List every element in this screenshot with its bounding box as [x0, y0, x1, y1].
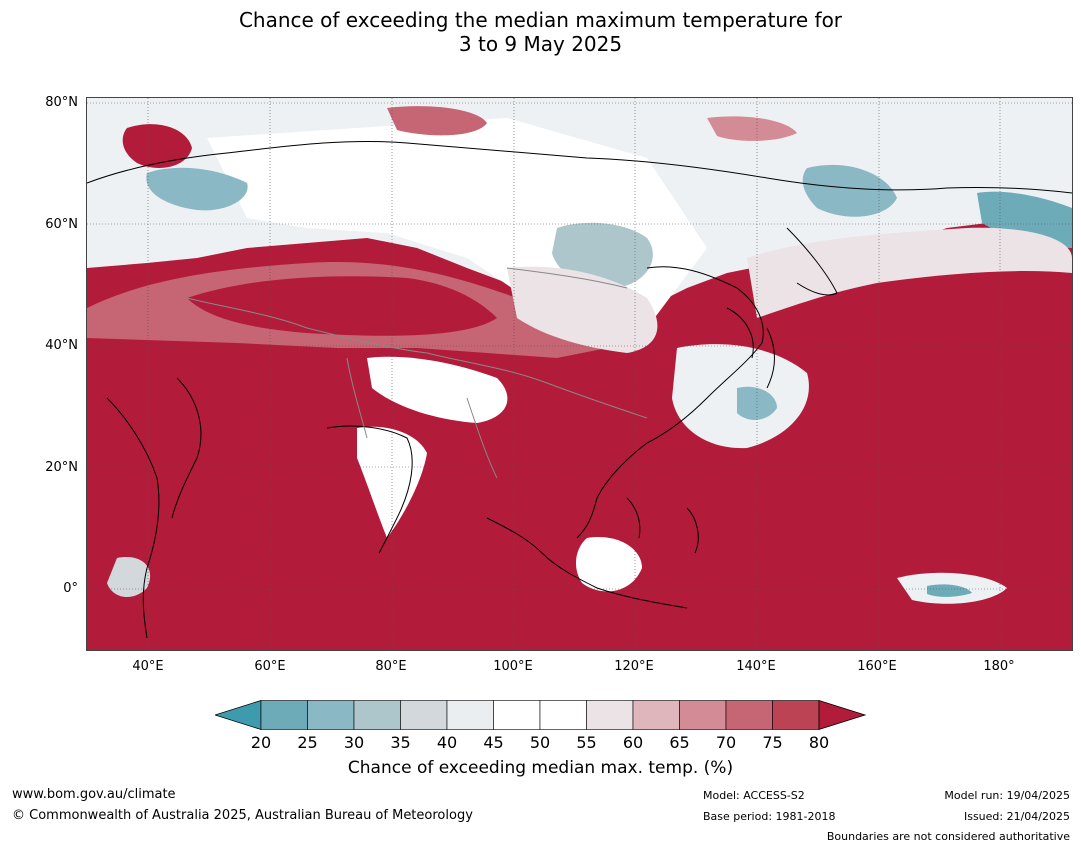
pacific-cool-core [927, 584, 972, 597]
colorbar-segment [260, 700, 308, 730]
colorbar-tick-label: 35 [390, 733, 411, 752]
lon-label-180: 180° [983, 659, 1015, 674]
model-run-date: Model run: 19/04/2025 [944, 789, 1070, 802]
borneo-neutral [575, 537, 642, 592]
colorbar-tick-label: 50 [529, 733, 551, 752]
colorbar-segment [539, 700, 587, 730]
colorbar-segment [307, 700, 355, 730]
boundaries-disclaimer: Boundaries are not considered authoritat… [826, 830, 1070, 843]
graticule [87, 98, 1072, 650]
mongolia-neutral [507, 266, 658, 353]
colorbar-segment [586, 700, 634, 730]
colorbar-tick-label: 60 [622, 733, 644, 752]
colorbar-tick-label: 75 [762, 733, 783, 752]
colorbar-segment [400, 700, 448, 730]
colorbar-tick-label: 80 [808, 733, 830, 752]
cool-patch-west [146, 167, 248, 211]
colorbar-tick-label: 20 [250, 733, 272, 752]
colorbar [215, 700, 867, 731]
colorbar-segment [493, 700, 541, 730]
colorbar-label: Chance of exceeding median max. temp. (%… [347, 758, 734, 778]
colorbar-segment [353, 700, 401, 730]
central-asia-hot [187, 276, 497, 336]
lat-label-60n: 60°N [45, 217, 78, 232]
colorbar-segment [632, 700, 680, 730]
warm-patch-north [707, 116, 797, 141]
japan-cool-patch [737, 386, 777, 420]
warm-patch-barents [122, 124, 192, 168]
lon-label-80e: 80°E [375, 659, 407, 674]
website-link[interactable]: www.bom.gov.au/climate [12, 787, 176, 802]
cool-patch-far-east [977, 191, 1072, 248]
country-borders [186, 267, 648, 479]
title-line-1: Chance of exceeding the median maximum t… [238, 8, 843, 32]
forecast-map [86, 97, 1073, 651]
tibet-neutral [367, 356, 508, 423]
colorbar-tick-label: 40 [436, 733, 458, 752]
title-line-2: 3 to 9 May 2025 [458, 32, 623, 56]
colorbar-tick-label: 65 [669, 733, 690, 752]
colorbar-extend-high [818, 700, 867, 731]
map-canvas [87, 98, 1072, 650]
lat-label-20n: 20°N [45, 460, 78, 475]
lat-label-40n: 40°N [45, 338, 78, 353]
cool-patch-east [802, 164, 897, 217]
warm-patch-kara [387, 106, 487, 136]
colorbar-segment [725, 700, 773, 730]
colorbar-tick-label: 30 [343, 733, 365, 752]
lon-label-140e: 140°E [736, 659, 776, 674]
lat-label-0: 0° [63, 581, 78, 596]
lon-label-160e: 160°E [857, 659, 897, 674]
issued-date: Issued: 21/04/2025 [963, 810, 1070, 823]
lon-label-100e: 100°E [493, 659, 533, 674]
colorbar-tick-label: 55 [576, 733, 597, 752]
colorbar-segment [772, 700, 820, 730]
lon-label-40e: 40°E [132, 659, 164, 674]
map-title: Chance of exceeding the median maximum t… [0, 8, 1081, 56]
colorbar-segment [679, 700, 727, 730]
colorbar-tick-label: 45 [483, 733, 504, 752]
base-period: Base period: 1981-2018 [703, 810, 836, 823]
africa-cool-patch [107, 557, 151, 598]
lon-label-60e: 60°E [254, 659, 286, 674]
colorbar-segment [446, 700, 494, 730]
colorbar-tick-label: 70 [715, 733, 737, 752]
model-name: Model: ACCESS-S2 [703, 789, 805, 802]
copyright-notice: © Commonwealth of Australia 2025, Austra… [12, 808, 473, 823]
north-pacific-edge [747, 227, 1072, 318]
lat-label-80n: 80°N [45, 95, 78, 110]
lon-label-120e: 120°E [614, 659, 654, 674]
coastlines [87, 140, 1072, 639]
colorbar-extend-low [215, 700, 262, 731]
colorbar-tick-label: 25 [297, 733, 318, 752]
